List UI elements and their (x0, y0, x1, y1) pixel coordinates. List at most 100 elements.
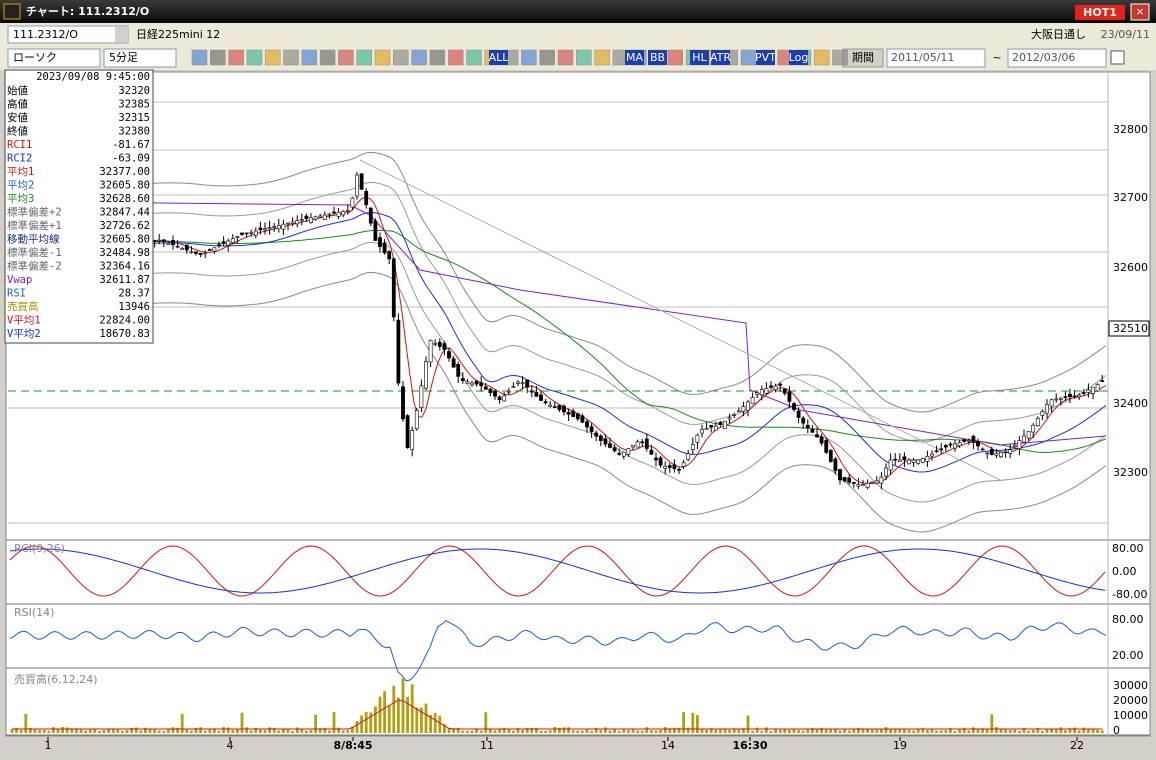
candle-body (267, 227, 272, 229)
toolbar-icon[interactable] (356, 49, 372, 66)
candle-body (690, 444, 695, 450)
toolbar-icon[interactable] (319, 49, 336, 66)
candle-body (654, 457, 658, 461)
volume-label: 10000 (1113, 709, 1148, 722)
candle-body (497, 396, 502, 400)
toolbar-icon[interactable] (594, 49, 610, 66)
x-label: 4 (227, 739, 234, 752)
info-value: 13946 (118, 301, 150, 313)
hot-badge[interactable] (1075, 5, 1125, 20)
toolbar-icon[interactable] (466, 49, 482, 66)
toolbar-button[interactable] (711, 50, 730, 65)
candle-body (456, 364, 461, 377)
volume-bar (305, 730, 308, 733)
toolbar-button[interactable] (690, 50, 709, 65)
toolbar-button[interactable] (625, 50, 644, 65)
toolbar-icon[interactable] (264, 49, 281, 66)
volume-bar (1050, 729, 1053, 733)
interval-box[interactable] (103, 48, 177, 68)
volume-bar (392, 685, 396, 733)
type-box[interactable] (7, 48, 101, 68)
toolbar-icon[interactable] (374, 49, 391, 66)
toolbar-icon[interactable] (246, 49, 263, 66)
info-value: 32380 (118, 126, 150, 138)
toolbar-icon[interactable] (338, 49, 354, 66)
from-box[interactable] (886, 48, 986, 68)
candle-body (787, 391, 792, 402)
bb-lower1 (10, 241, 1107, 503)
candle-body (318, 215, 323, 218)
toolbar-icon[interactable] (228, 49, 244, 66)
volume-bar (466, 730, 469, 733)
candle-body (617, 452, 622, 455)
info-value: 32320 (118, 85, 150, 97)
volume-bar (880, 729, 883, 733)
toolbar-icon[interactable] (447, 49, 464, 66)
toolbar-button[interactable] (648, 50, 667, 65)
toolbar-icon[interactable] (393, 49, 409, 66)
volume-bar (33, 728, 37, 733)
candle-body (953, 443, 957, 449)
toolbar-button[interactable] (789, 50, 808, 65)
candle-body (258, 227, 263, 231)
volume-bar (829, 729, 833, 733)
candle-body (732, 414, 737, 416)
candle-body (644, 438, 649, 449)
info-value: 32364.16 (99, 261, 150, 273)
toolbar-icon[interactable] (429, 49, 446, 66)
toolbar-icon[interactable] (557, 49, 574, 66)
info-label: 始値 (7, 84, 28, 97)
candle-body (1063, 396, 1068, 398)
candle-body (833, 458, 838, 472)
candle-body (801, 417, 806, 424)
candle-body (171, 240, 175, 246)
toolbar-icon[interactable] (576, 49, 592, 66)
candle-body (437, 341, 442, 347)
toolbar-icon[interactable] (210, 49, 226, 66)
candle-body (465, 381, 470, 384)
toolbar-icon[interactable] (521, 49, 537, 66)
toolbar-button[interactable] (489, 50, 508, 65)
toolbar-icon[interactable] (832, 49, 848, 66)
candle-body (580, 415, 585, 423)
volume-bar (594, 727, 598, 733)
candle-body (194, 251, 198, 254)
candle-body (815, 434, 819, 438)
dropdown[interactable] (115, 27, 127, 42)
volume-bar (548, 730, 552, 733)
volume-bar (935, 730, 938, 733)
toolbar-icon[interactable] (667, 49, 684, 66)
checkbox[interactable] (1110, 50, 1125, 65)
toolbar-button-label: Log (789, 51, 809, 64)
volume-bar (981, 728, 984, 733)
volume-bar (337, 727, 340, 733)
volume-bar (640, 730, 644, 733)
toolbar-icon[interactable] (813, 49, 830, 66)
toolbar-icon[interactable] (411, 49, 427, 66)
volume-bar (65, 727, 69, 733)
toolbar-button[interactable] (756, 50, 775, 65)
toolbar-icon[interactable] (301, 49, 318, 66)
to-box[interactable] (1007, 48, 1107, 68)
candle-body (548, 404, 553, 407)
toolbar-icon[interactable] (191, 49, 208, 66)
toolbar-icon[interactable] (539, 49, 555, 66)
symbol-box[interactable] (7, 25, 129, 44)
volume-bar (999, 728, 1003, 733)
close-button[interactable] (1130, 3, 1150, 21)
candle-body (539, 394, 543, 401)
volume-bar (893, 728, 897, 733)
volume-bar (507, 729, 511, 733)
info-label: 安値 (7, 111, 28, 124)
interval: 5分足 (109, 51, 138, 64)
candle-body (681, 462, 686, 467)
volume-bar (479, 730, 483, 733)
candle-body (1017, 440, 1022, 449)
current-price-box (1108, 320, 1150, 337)
candle-body (851, 482, 856, 484)
chart-type: ローソク (13, 51, 57, 64)
toolbar-icon[interactable] (283, 49, 299, 66)
candle-body (387, 251, 392, 260)
volume-title: 売買高(6,12,24) (14, 672, 98, 686)
toolbar-icon[interactable] (740, 49, 757, 66)
